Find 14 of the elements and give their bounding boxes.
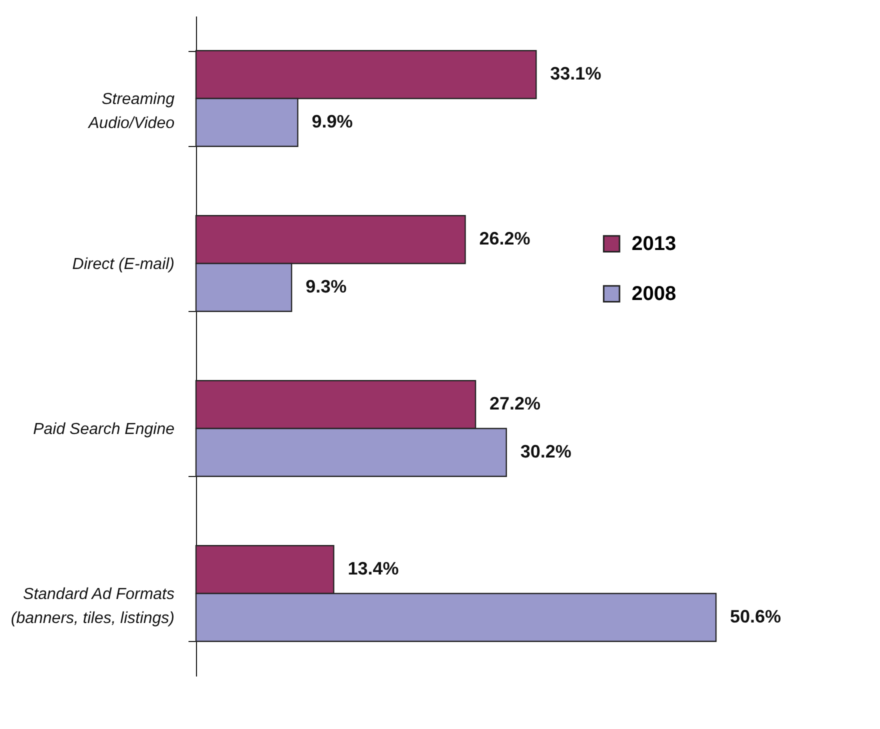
legend-label: 2013: [632, 232, 676, 255]
data-label: 33.1%: [550, 64, 602, 84]
data-label: 13.4%: [348, 558, 399, 579]
data-label: 9.3%: [306, 276, 347, 296]
y-tick-label: Standard Ad Formats (banners, tiles, listings): [10, 586, 174, 627]
y-tick-label: Streaming Audio/Video: [88, 91, 175, 132]
data-label: 9.9%: [312, 111, 353, 132]
y-tick-label: Paid Search Engine: [33, 421, 175, 438]
data-label: 27.2%: [490, 394, 541, 414]
y-tick-label: Direct (E-mail): [72, 256, 174, 273]
data-label: 26.2%: [479, 228, 530, 249]
data-label: 50.6%: [730, 606, 782, 626]
legend-label: 2008: [632, 282, 676, 305]
data-label: 30.2%: [520, 441, 572, 462]
